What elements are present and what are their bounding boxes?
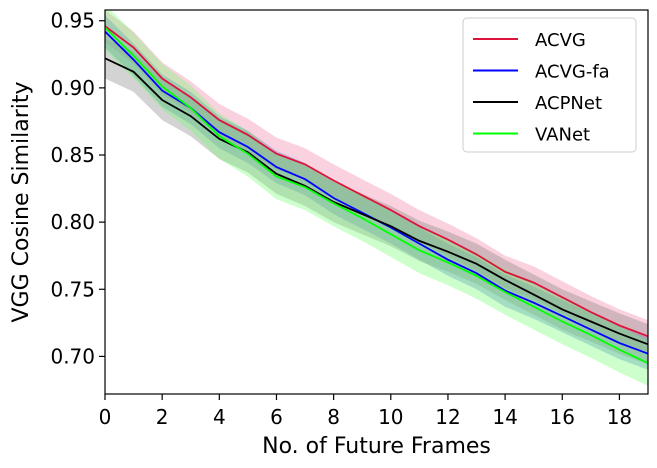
- line-acpnet: [105, 57, 648, 346]
- band-acvg: [105, 10, 648, 353]
- x-tick-label: 10: [378, 405, 403, 429]
- series-lines: [105, 25, 648, 364]
- y-tick-label: 0.75: [50, 277, 95, 301]
- band-vanet: [105, 10, 648, 386]
- y-axis-ticks: 0.70 0.75 0.80 0.85 0.90 0.95: [50, 9, 105, 368]
- y-tick-label: 0.80: [50, 210, 95, 234]
- y-axis-label: VGG Cosine Similarity: [9, 81, 34, 322]
- x-axis-label: No. of Future Frames: [262, 434, 491, 459]
- y-tick-label: 0.90: [50, 76, 95, 100]
- legend-label-vanet: VANet: [535, 125, 590, 146]
- x-tick-label: 16: [550, 405, 575, 429]
- x-tick-label: 8: [327, 405, 340, 429]
- plot-frame: [104, 9, 649, 395]
- legend: ACVG ACVG-fa ACPNet VANet: [462, 17, 637, 153]
- x-tick-label: 12: [435, 405, 460, 429]
- x-tick-label: 4: [213, 405, 226, 429]
- x-tick-label: 0: [99, 405, 112, 429]
- band-acvg-fa: [105, 15, 648, 370]
- legend-label-acpnet: ACPNet: [535, 93, 602, 114]
- x-tick-label: 2: [156, 405, 169, 429]
- y-tick-label: 0.85: [50, 143, 95, 167]
- x-tick-label: 6: [270, 405, 283, 429]
- x-tick-label: 14: [492, 405, 517, 429]
- y-tick-label: 0.95: [50, 9, 95, 33]
- line-acvg: [105, 25, 648, 338]
- legend-label-acvg: ACVG: [535, 30, 586, 51]
- y-tick-label: 0.70: [50, 344, 95, 368]
- legend-label-acvg-fa: ACVG-fa: [535, 62, 610, 83]
- legend-box: [462, 17, 637, 153]
- line-vanet: [105, 26, 648, 364]
- x-tick-label: 18: [607, 405, 632, 429]
- x-axis-ticks: 0 2 4 6 8 10 12 14 16 18: [99, 394, 632, 429]
